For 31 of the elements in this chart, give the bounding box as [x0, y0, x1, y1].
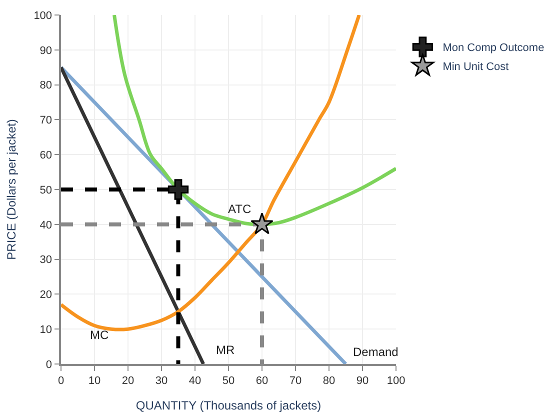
x-tick-label: 40	[188, 374, 202, 387]
y-tick-label: 60	[40, 149, 52, 162]
x-tick-label: 20	[122, 374, 134, 387]
x-tick-label: 100	[386, 374, 406, 387]
legend-label: Mon Comp Outcome	[442, 42, 544, 54]
annotation: MC	[90, 328, 109, 342]
y-tick-label: 50	[40, 184, 52, 196]
y-tick-label: 100	[34, 10, 52, 22]
y-tick-label: 30	[40, 254, 52, 266]
y-tick-label: 10	[40, 324, 52, 336]
x-tick-label: 10	[88, 374, 101, 387]
y-tick-label: 20	[40, 289, 52, 302]
x-tick-label: 90	[356, 374, 369, 387]
x-tick-label: 60	[256, 374, 268, 387]
annotation: ATC	[228, 202, 252, 216]
annotation: MR	[216, 343, 235, 357]
annotation: Demand	[353, 345, 398, 359]
y-tick-label: 90	[40, 44, 52, 57]
x-axis-title: QUANTITY (Thousands of jackets)	[136, 398, 322, 412]
line-series	[61, 15, 361, 332]
x-tick-label: 70	[289, 374, 302, 387]
y-tick-label: 40	[40, 219, 52, 232]
y-axis-title: PRICE (Dollars per jacket)	[4, 119, 18, 260]
legend-label: Min Unit Cost	[442, 61, 509, 74]
y-tick-label: 80	[40, 80, 52, 92]
x-tick-label: 0	[58, 374, 64, 387]
y-tick-label: 0	[46, 358, 52, 371]
y-tick-label: 70	[40, 114, 52, 127]
x-tick-label: 80	[322, 374, 336, 387]
x-tick-label: 50	[222, 374, 235, 387]
x-tick-label: 30	[155, 374, 168, 387]
